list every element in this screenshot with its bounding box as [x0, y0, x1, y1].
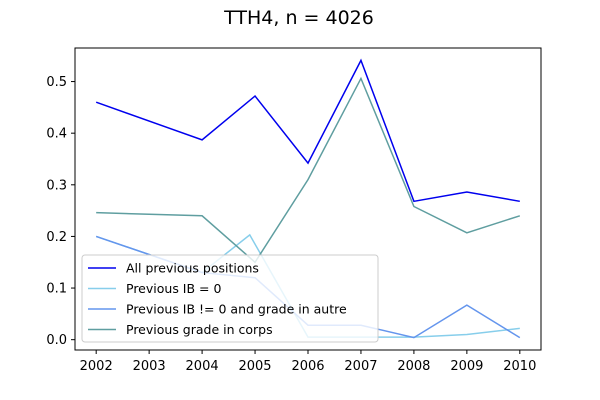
legend-box — [81, 254, 379, 343]
series-line-3 — [96, 76, 521, 264]
y-tick-label: 0.5 — [46, 75, 67, 90]
legend: All previous positions Previous IB = 0 Pre… — [81, 254, 379, 343]
y-tick-label: 0.4 — [46, 127, 67, 142]
x-tick-label: 2007 — [344, 359, 377, 374]
x-tick-label: 2005 — [238, 359, 271, 374]
x-tick-label: 2009 — [450, 359, 483, 374]
y-tick-label: 0.1 — [46, 282, 67, 297]
x-tick-label: 2008 — [397, 359, 430, 374]
x-tick-label: 2004 — [186, 359, 219, 374]
x-tick-label: 2010 — [503, 359, 536, 374]
x-tick-label: 2003 — [133, 359, 166, 374]
legend-label-3: Previous grade in corps — [126, 322, 273, 337]
x-tick-label: 2006 — [291, 359, 324, 374]
legend-label-2: Previous IB != 0 and grade in autre — [126, 302, 347, 317]
series-line-0 — [95, 58, 520, 203]
legend-label-0: All previous positions — [126, 261, 259, 276]
y-tick-label: 0.0 — [46, 333, 67, 348]
x-tick-label: 2002 — [80, 359, 113, 374]
x-axis: 2002 2003 2004 2005 2006 2007 2008 2009 2010 — [80, 350, 536, 374]
legend-label-1: Previous IB = 0 — [126, 281, 221, 296]
y-tick-label: 0.2 — [46, 230, 67, 245]
y-axis: 0.0 0.1 0.2 0.3 0.4 0.5 — [46, 75, 75, 348]
chart-title: TTH4, n = 4026 — [223, 7, 374, 29]
y-tick-label: 0.3 — [46, 178, 67, 193]
